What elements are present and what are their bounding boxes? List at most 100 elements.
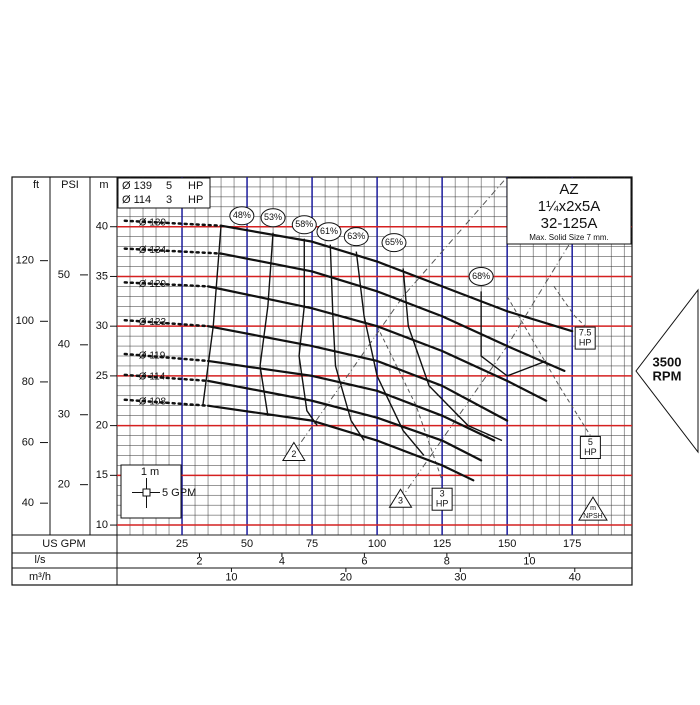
ls-tick-label: 6 — [361, 555, 367, 567]
scale-flow: 5 GPM — [162, 487, 196, 499]
npsh-triangle — [281, 441, 306, 461]
m3h-tick-label: 10 — [225, 571, 237, 583]
legend-diameter: Ø 139 — [122, 180, 152, 192]
head-curve-segment — [310, 240, 379, 263]
head-curve-segment — [441, 315, 509, 348]
head-curve-segment — [506, 310, 574, 333]
ls-tick-label: 4 — [279, 555, 285, 567]
head-curve-segment — [441, 285, 509, 313]
series-label: Ø 134 — [139, 245, 167, 256]
power-label: 7.5 — [579, 327, 592, 337]
head-curve-segment — [219, 252, 314, 273]
y-tick-label: 35 — [96, 270, 108, 282]
y-tick-label: 25 — [96, 370, 108, 382]
npsh-marker — [578, 496, 608, 521]
head-curve-segment — [376, 359, 444, 387]
ft-axis-label: ft — [33, 179, 39, 191]
head-curve-segment — [441, 384, 509, 422]
head-curve-segment — [123, 219, 223, 227]
legend-diameter: Ø 114 — [122, 194, 151, 206]
efficiency-bubble — [381, 233, 407, 253]
head-curve-segment — [506, 344, 566, 373]
x-tick-label: 75 — [306, 538, 318, 550]
efficiency-curve — [298, 238, 318, 427]
x-axis-label: US GPM — [42, 538, 85, 550]
head-curve-segment — [310, 419, 379, 442]
head-curve-segment — [441, 414, 496, 442]
efficiency-bubble — [229, 206, 255, 226]
legend-unit: HP — [188, 194, 203, 206]
efficiency-curve — [355, 251, 425, 456]
efficiency-label: 58% — [295, 219, 313, 229]
x-tick-label: 50 — [241, 538, 253, 550]
y-tick-label: 10 — [96, 519, 108, 531]
head-curve-segment — [376, 260, 444, 288]
head-curve-segment — [310, 307, 379, 328]
ls-tick-label: 2 — [196, 555, 202, 567]
head-curve-segment — [376, 439, 444, 467]
ft-tick-label: 100 — [16, 315, 34, 327]
legend: Ø 139 5 HP Ø 114 3 HP — [117, 177, 211, 209]
head-curve-segment — [310, 374, 379, 392]
legend-power: 3 — [166, 194, 172, 206]
scale-head: 1 m — [141, 466, 159, 478]
scale-cell — [142, 488, 151, 497]
power-curve — [553, 286, 586, 327]
efficiency-label: 61% — [320, 226, 338, 236]
head-curve-segment — [441, 349, 509, 382]
x-tick-label: 100 — [368, 538, 386, 550]
head-curve-segment — [376, 416, 444, 442]
efficiency-label: 53% — [264, 212, 282, 222]
size: 1¼x2x5A — [538, 198, 601, 215]
speed-value: 3500 — [653, 354, 682, 369]
head-curve-segment — [123, 281, 210, 288]
power-label: 3 — [440, 489, 445, 499]
legend-power: 5 — [166, 180, 172, 192]
series-label: Ø 129 — [139, 279, 167, 290]
series-label: Ø 119 — [139, 351, 166, 362]
ft-tick-label: 40 — [22, 497, 34, 509]
x-tick-label: 175 — [563, 538, 581, 550]
psi-tick-label: 20 — [58, 479, 70, 491]
efficiency-curve — [402, 268, 503, 442]
efficiency-bubble — [260, 208, 286, 228]
arrow-shape — [635, 288, 699, 454]
y-tick-label: 20 — [96, 420, 108, 432]
power-box — [431, 487, 453, 511]
head-curve-segment — [123, 373, 210, 383]
legend-unit: HP — [188, 180, 203, 192]
head-curve-segment — [310, 270, 379, 293]
psi-axis-label: PSI — [61, 179, 79, 191]
note: Max. Solid Size 7 mm. — [529, 233, 609, 242]
legend-box — [117, 177, 211, 209]
head-curve-segment — [310, 399, 379, 419]
efficiency-curve — [259, 232, 274, 416]
m3h-tick-label: 20 — [340, 571, 352, 583]
y-tick-label: 30 — [96, 320, 108, 332]
efficiency-label: 48% — [233, 210, 251, 220]
frame — [11, 176, 633, 586]
efficiency-label: 65% — [385, 237, 403, 247]
efficiency-bubble — [316, 222, 342, 242]
y-tick-label: 15 — [96, 469, 108, 481]
head-curve-segment — [123, 398, 210, 407]
head-curve-segment — [123, 352, 210, 363]
model-frame — [506, 177, 632, 245]
head-curve-segment — [376, 290, 444, 318]
series-label: Ø 123 — [139, 317, 167, 328]
efficiency-bubble — [291, 215, 317, 235]
head-curve-segment — [123, 247, 223, 255]
head-curve-segment — [123, 318, 210, 328]
scale-key: 1 m 5 GPM — [120, 464, 196, 519]
efficiency-bubble — [343, 227, 369, 247]
m3h-axis-label: m³/h — [29, 571, 51, 583]
power-curve — [506, 296, 591, 436]
power-curve — [376, 325, 443, 481]
head-curve-segment — [376, 389, 444, 417]
ls-axis-label: l/s — [35, 554, 47, 566]
speed-arrow: 3500 RPM — [635, 288, 699, 454]
npsh-label: 3 — [398, 496, 403, 506]
y-axis-label: m — [99, 179, 108, 191]
head-curve-segment — [206, 404, 314, 422]
